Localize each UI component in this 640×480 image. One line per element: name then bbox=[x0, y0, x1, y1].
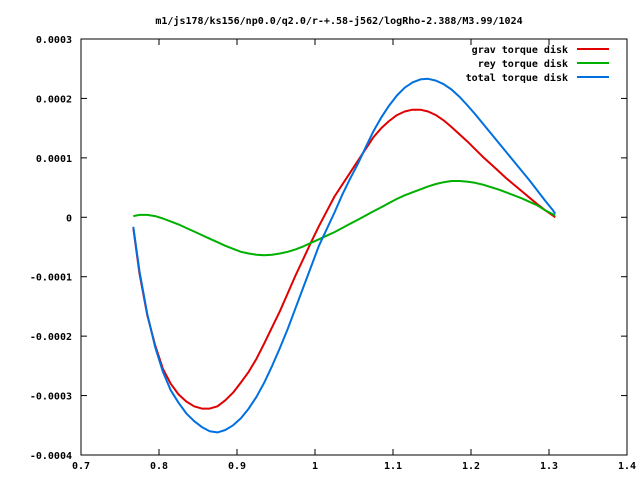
series-lines bbox=[132, 77, 557, 434]
x-tick-label: 1.2 bbox=[462, 461, 480, 472]
y-tick-label: 0 bbox=[66, 213, 72, 224]
legend: grav torque disk rey torque disk total tor… bbox=[466, 44, 609, 84]
legend-label: rey torque disk bbox=[478, 58, 568, 70]
chart-title: m1/js178/ks156/np0.0/q2.0/r-+.58-j562/lo… bbox=[155, 15, 522, 27]
y-tick-label: 0.0002 bbox=[36, 94, 72, 105]
legend-label: grav torque disk bbox=[472, 44, 568, 56]
x-tick-label: 1 bbox=[312, 461, 318, 472]
x-tick-label: 1.3 bbox=[540, 461, 558, 472]
y-tick-label: -0.0001 bbox=[30, 273, 72, 284]
y-tick-label: -0.0004 bbox=[30, 451, 72, 462]
y-tick-label: -0.0003 bbox=[30, 392, 72, 403]
series-line-rey-torque-disk bbox=[133, 180, 556, 257]
y-axis-ticks: 0.0003 0.0002 0.0001 0 -0.0001 -0.0002 -0.0003… bbox=[30, 35, 627, 462]
x-tick-label: 0.8 bbox=[150, 461, 168, 472]
plot-frame bbox=[80, 38, 628, 456]
legend-label: total torque disk bbox=[466, 72, 568, 84]
y-tick-label: -0.0002 bbox=[30, 332, 72, 343]
y-tick-label: 0.0001 bbox=[36, 154, 72, 165]
x-tick-label: 0.7 bbox=[72, 461, 90, 472]
series-line-grav-torque-disk bbox=[132, 108, 556, 410]
x-tick-label: 1.1 bbox=[384, 461, 402, 472]
x-axis-ticks: 0.7 0.8 0.9 1 1.1 1.2 1.3 1.4 bbox=[72, 39, 636, 472]
x-tick-label: 0.9 bbox=[228, 461, 246, 472]
series-line-total-torque-disk bbox=[132, 77, 557, 434]
x-tick-label: 1.4 bbox=[618, 461, 636, 472]
y-tick-label: 0.0003 bbox=[36, 35, 72, 46]
